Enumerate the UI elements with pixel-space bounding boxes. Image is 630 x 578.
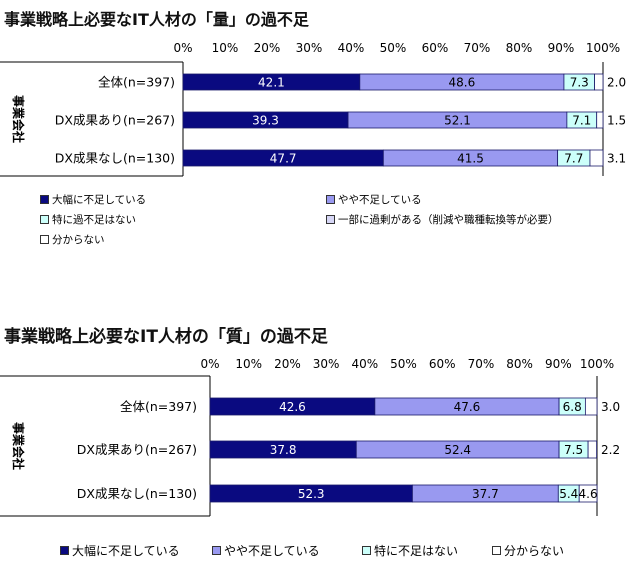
category-label: 全体(n=397) (120, 399, 197, 414)
legend-item-partial-surplus: 一部に過剰がある（削減や職種転換等が必要） (326, 212, 559, 227)
legend-swatch (40, 195, 49, 204)
legend-label: 特に不足はない (374, 544, 459, 558)
x-tick-label: 20% (274, 357, 301, 371)
x-tick-label: 10% (212, 41, 239, 55)
chart-panel-quantity: 事業戦略上必要なIT人材の「量」の過不足 0% 10% 20% 30% 40% 50% 60… (0, 0, 630, 262)
legend-swatch (362, 546, 371, 555)
legend-item-major-shortage: 大幅に不足している (40, 192, 146, 207)
legend-item-some-shortage: やや不足している (212, 542, 320, 559)
data-label: 37.7 (472, 487, 499, 501)
data-label: 48.6 (449, 76, 476, 90)
data-label: 37.8 (270, 443, 297, 457)
legend-label: 一部に過剰がある（削減や職種転換等が必要） (338, 214, 559, 226)
legend-item-unknown: 分からない (492, 542, 564, 559)
data-label: 4.6 (579, 487, 598, 501)
data-label: 2.0 (607, 76, 626, 90)
data-label: 52.3 (298, 487, 325, 501)
data-label: 42.1 (258, 76, 285, 90)
bar-segment (578, 484, 598, 503)
x-tick-label: 70% (468, 357, 495, 371)
data-label: 47.6 (454, 400, 481, 414)
chart-title-quantity: 事業戦略上必要なIT人材の「量」の過不足 (4, 10, 309, 29)
group-label: 事業会社 (11, 422, 26, 470)
legend-label: やや不足している (338, 194, 422, 206)
legend-quantity: 大幅に不足している やや不足している 特に過不足はない 一部に過剰がある（削減や… (38, 186, 593, 256)
category-label: DX成果あり(n=267) (55, 113, 175, 128)
bar-segment (584, 397, 598, 416)
data-label: 7.1 (572, 114, 591, 128)
legend-swatch (326, 215, 335, 224)
x-tick-label: 40% (338, 41, 365, 55)
x-tick-label: 60% (429, 357, 456, 371)
group-label: 事業会社 (11, 95, 26, 143)
data-label: 7.7 (564, 152, 583, 166)
x-tick-label: 100% (580, 357, 614, 371)
data-label: 39.3 (252, 114, 279, 128)
x-tick-label: 30% (313, 357, 340, 371)
legend-swatch (326, 195, 335, 204)
legend-label: 分からない (52, 234, 105, 246)
x-tick-label: 0% (200, 357, 219, 371)
data-label: 52.4 (444, 443, 471, 457)
bar-segment (589, 149, 604, 167)
legend-item-major-shortage: 大幅に不足している (60, 542, 180, 559)
legend-label: やや不足している (224, 544, 320, 558)
legend-swatch (212, 546, 221, 555)
legend-item-no-shortage: 特に不足はない (362, 542, 458, 559)
legend-label: 特に過不足はない (52, 214, 136, 226)
legend-swatch (40, 215, 49, 224)
legend-swatch (60, 546, 69, 555)
x-tick-label: 50% (390, 357, 417, 371)
data-label: 42.6 (279, 400, 306, 414)
data-label: 6.8 (563, 400, 582, 414)
bar-segment (587, 440, 598, 459)
chart-panel-quality: 事業戦略上必要なIT人材の「質」の過不足 0% 10% 20% 30% 40% 50% 60… (0, 308, 630, 578)
x-tick-label: 100% (586, 41, 620, 55)
x-tick-label: 50% (380, 41, 407, 55)
bar-segment (594, 73, 604, 91)
legend-label: 分からない (504, 544, 565, 558)
data-label: 5.4 (559, 487, 578, 501)
legend-item-balanced: 特に過不足はない (40, 212, 136, 227)
x-tick-label: 80% (506, 41, 533, 55)
category-label: DX成果あり(n=267) (77, 442, 197, 457)
x-tick-label: 60% (422, 41, 449, 55)
data-label: 47.7 (270, 152, 297, 166)
data-label: 41.5 (457, 152, 484, 166)
bar-segment (596, 111, 604, 129)
data-label: 7.5 (564, 443, 583, 457)
legend-label: 大幅に不足している (72, 544, 180, 558)
category-label: DX成果なし(n=130) (77, 486, 197, 501)
legend-label: 大幅に不足している (52, 194, 147, 206)
category-label: DX成果なし(n=130) (55, 151, 175, 166)
x-tick-label: 80% (506, 357, 533, 371)
x-tick-label: 90% (545, 357, 572, 371)
chart-svg-quality: 0% 10% 20% 30% 40% 50% 60% 70% 80% 90% 100% 事業会社 全体(… (0, 357, 620, 517)
legend-quality: 大幅に不足している やや不足している 特に不足はない 分からない (60, 538, 620, 562)
category-label: 全体(n=397) (98, 75, 175, 90)
legend-swatch (40, 235, 49, 244)
x-tick-label: 10% (235, 357, 262, 371)
chart-title-quality: 事業戦略上必要なIT人材の「質」の過不足 (4, 327, 328, 347)
data-label: 1.5 (607, 114, 626, 128)
data-label: 7.3 (570, 76, 589, 90)
x-tick-label: 90% (548, 41, 575, 55)
chart-svg-quantity: 0% 10% 20% 30% 40% 50% 60% 70% 80% 90% 100% 事業会社 全体(… (0, 41, 626, 177)
data-label: 2.2 (601, 443, 620, 457)
data-label: 3.0 (601, 400, 620, 414)
x-tick-label: 0% (173, 41, 192, 55)
legend-item-unknown: 分からない (40, 232, 105, 247)
data-label: 52.1 (444, 114, 471, 128)
legend-item-some-shortage: やや不足している (326, 192, 422, 207)
legend-swatch (492, 546, 501, 555)
x-tick-label: 20% (254, 41, 281, 55)
x-tick-label: 30% (296, 41, 323, 55)
x-tick-label: 40% (351, 357, 378, 371)
data-label: 3.1 (607, 152, 626, 166)
x-tick-label: 70% (464, 41, 491, 55)
